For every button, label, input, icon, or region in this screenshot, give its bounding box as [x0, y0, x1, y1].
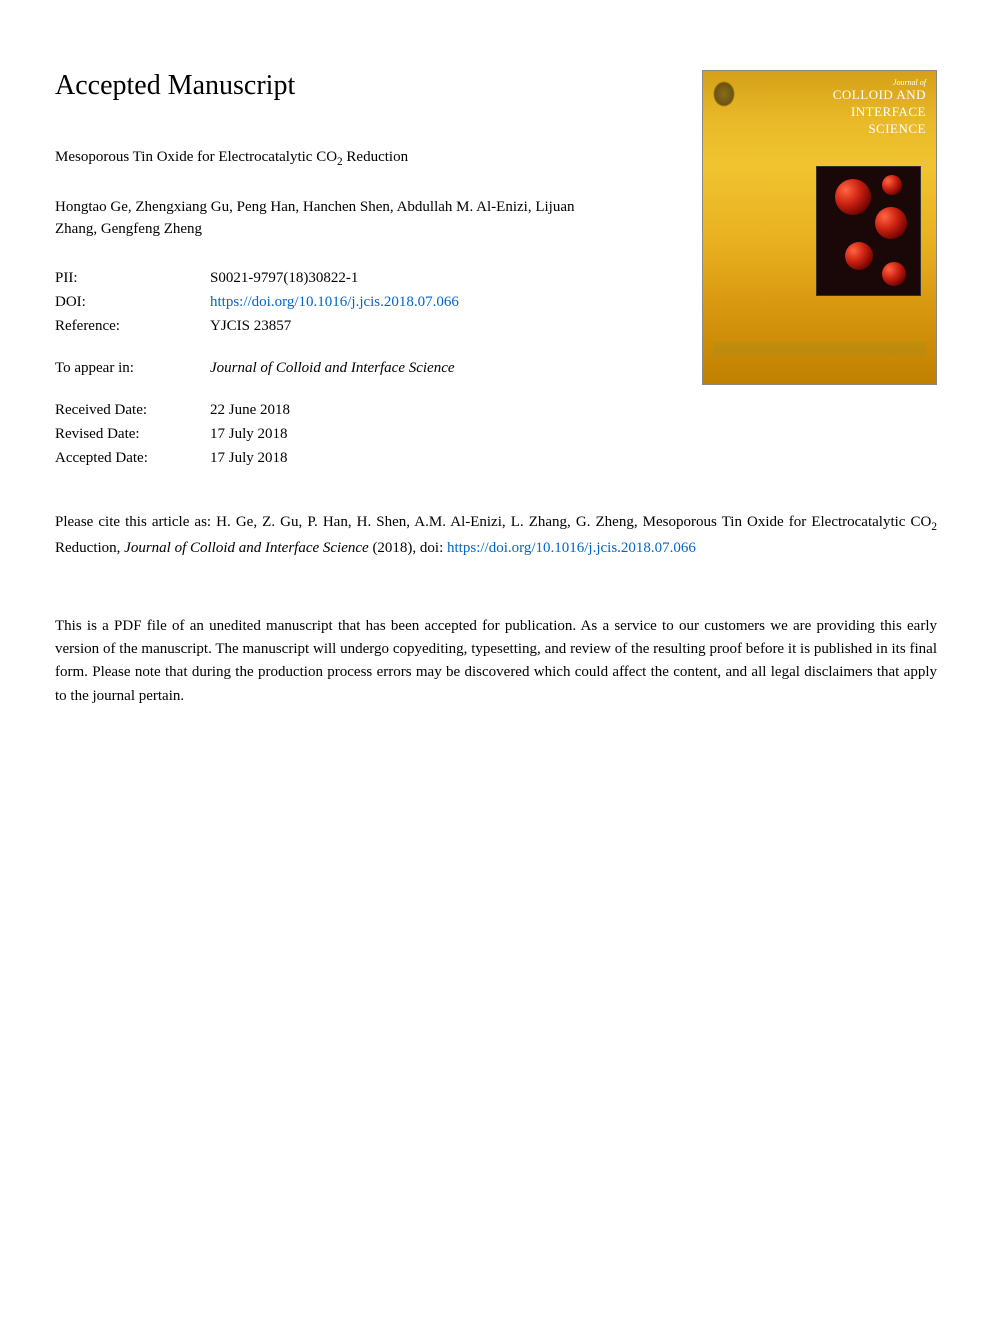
elsevier-logo-icon — [713, 81, 735, 107]
accepted-value: 17 July 2018 — [210, 446, 288, 470]
revised-value: 17 July 2018 — [210, 422, 288, 446]
meta-row-revised: Revised Date: 17 July 2018 — [55, 422, 937, 446]
citation-sub: 2 — [931, 521, 937, 533]
citation-doi-link[interactable]: https://doi.org/10.1016/j.jcis.2018.07.0… — [447, 540, 696, 556]
sphere-icon — [882, 262, 906, 286]
cover-journal-of: Journal of — [833, 79, 926, 87]
reference-value: YJCIS 23857 — [210, 314, 291, 338]
sphere-icon — [835, 179, 871, 215]
pii-value: S0021-9797(18)30822-1 — [210, 266, 358, 290]
citation-journal: Journal of Colloid and Interface Science — [124, 540, 369, 556]
cover-title-line3: SCIENCE — [868, 121, 926, 136]
cover-inset-image — [816, 166, 921, 296]
cover-title-line1: COLLOID AND — [833, 87, 926, 102]
doi-label: DOI: — [55, 290, 210, 314]
journal-cover-thumbnail: Journal of COLLOID AND INTERFACE SCIENCE — [702, 70, 937, 385]
reference-label: Reference: — [55, 314, 210, 338]
cover-footer-bar — [713, 342, 926, 356]
disclaimer-text: This is a PDF file of an unedited manusc… — [55, 615, 937, 708]
accepted-label: Accepted Date: — [55, 446, 210, 470]
doi-link[interactable]: https://doi.org/10.1016/j.jcis.2018.07.0… — [210, 294, 459, 310]
pii-label: PII: — [55, 266, 210, 290]
received-label: Received Date: — [55, 398, 210, 422]
citation-text: Please cite this article as: H. Ge, Z. G… — [55, 510, 937, 560]
meta-row-received: Received Date: 22 June 2018 — [55, 398, 937, 422]
cover-title-line2: INTERFACE — [851, 104, 926, 119]
article-title-post: Reduction — [343, 149, 408, 165]
revised-label: Revised Date: — [55, 422, 210, 446]
sphere-icon — [845, 242, 873, 270]
sphere-icon — [882, 175, 902, 195]
doi-value: https://doi.org/10.1016/j.jcis.2018.07.0… — [210, 290, 459, 314]
citation-year: (2018), doi: — [369, 540, 447, 556]
citation-prefix: Please cite this article as: H. Ge, Z. G… — [55, 514, 931, 530]
appear-value: Journal of Colloid and Interface Science — [210, 356, 455, 380]
sphere-icon — [875, 207, 907, 239]
authors-list: Hongtao Ge, Zhengxiang Gu, Peng Han, Han… — [55, 196, 615, 241]
citation-mid: Reduction, — [55, 540, 124, 556]
cover-journal-title: Journal of COLLOID AND INTERFACE SCIENCE — [833, 79, 926, 138]
article-title-pre: Mesoporous Tin Oxide for Electrocatalyti… — [55, 149, 337, 165]
metadata-dates: Received Date: 22 June 2018 Revised Date… — [55, 398, 937, 470]
meta-row-accepted: Accepted Date: 17 July 2018 — [55, 446, 937, 470]
received-value: 22 June 2018 — [210, 398, 290, 422]
appear-label: To appear in: — [55, 356, 210, 380]
